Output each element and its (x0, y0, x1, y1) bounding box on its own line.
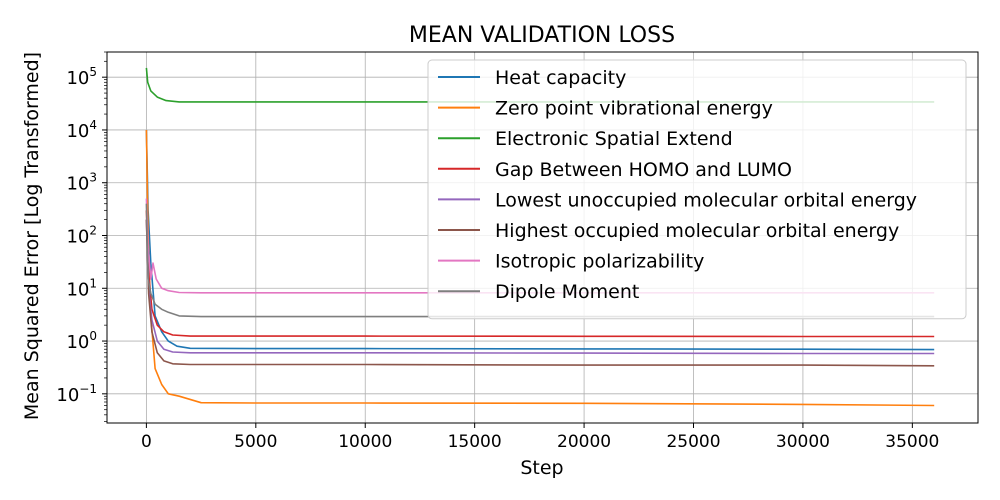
x-tick-label: 0 (141, 432, 152, 452)
series-line-lowest-unoccupied-molecular-orbital-energy (145, 219, 935, 355)
legend-entry-label: Dipole Moment (495, 281, 639, 303)
x-tick-label: 25000 (666, 432, 720, 452)
legend: Heat capacity Zero point vibrational ener… (427, 59, 967, 320)
x-tick-label: 15000 (448, 432, 502, 452)
y-tick-label: 101 (66, 276, 97, 300)
x-tick-label: 10000 (338, 432, 392, 452)
legend-entry-label: Highest occupied molecular orbital energ… (495, 220, 899, 242)
legend-entry-label: Lowest unoccupied molecular orbital ener… (495, 189, 917, 211)
y-tick-label-exp: 2 (89, 224, 97, 238)
y-tick-label: 10−1 (56, 382, 97, 406)
y-tick-label-base: 10 (66, 279, 89, 300)
y-tick-label-base: 10 (66, 121, 89, 142)
y-tick-label-exp: 1 (89, 276, 97, 290)
y-tick-label-base: 10 (66, 332, 89, 353)
y-tick-label-base: 10 (66, 68, 89, 89)
series-line-highest-occupied-molecular-orbital-energy (145, 219, 935, 367)
legend-entry-label: Isotropic polarizability (495, 251, 704, 273)
x-tick-label: 20000 (557, 432, 611, 452)
series-line-gap-between-homo-and-lumo (145, 210, 935, 338)
legend-entry-label: Gap Between HOMO and LUMO (495, 159, 792, 181)
y-tick-label: 100 (66, 329, 97, 353)
plot-frame (106, 51, 979, 424)
x-tick-label: 5000 (234, 432, 277, 452)
y-tick-label-base: 10 (56, 385, 79, 406)
chart-title: MEAN VALIDATION LOSS (409, 23, 675, 48)
legend-entry-label: Electronic Spatial Extend (495, 128, 733, 150)
x-axis-label: Step (520, 457, 563, 479)
series-line-heat-capacity (145, 129, 935, 351)
y-tick-label: 103 (66, 171, 97, 195)
y-axis-label: Mean Squared Error [Log Transformed] (21, 52, 43, 420)
y-tick-label-exp: −1 (79, 382, 97, 396)
axis-ticks: 0 5000 10000 15000 20000 25000 30000 3500010−11… (56, 51, 939, 452)
y-tick-label: 102 (66, 224, 97, 248)
y-tick-label-base: 10 (66, 227, 89, 248)
legend-entry-label: Zero point vibrational energy (495, 98, 773, 120)
y-tick-label: 105 (66, 65, 97, 89)
x-tick-label: 35000 (885, 432, 939, 452)
y-tick-label-exp: 0 (89, 329, 97, 343)
x-tick-label: 30000 (776, 432, 830, 452)
y-tick-label-exp: 4 (89, 118, 97, 132)
y-tick-label: 104 (66, 118, 97, 142)
y-tick-label-base: 10 (66, 174, 89, 195)
y-tick-label-exp: 3 (89, 171, 97, 185)
legend-entry-label: Heat capacity (495, 67, 626, 89)
y-tick-label-exp: 5 (89, 65, 97, 79)
legend-box (427, 59, 967, 320)
